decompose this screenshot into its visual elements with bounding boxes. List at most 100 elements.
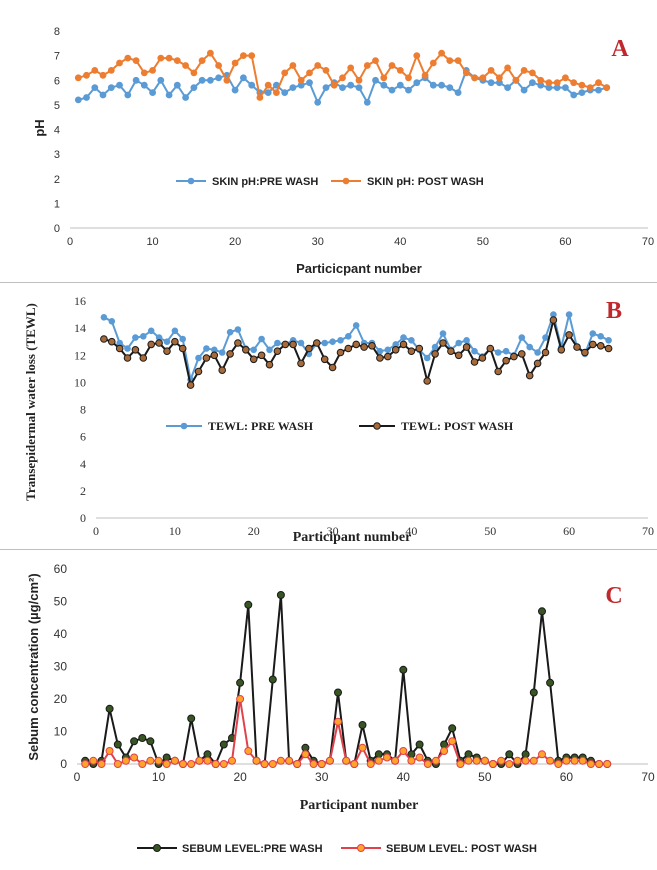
tewl-series-pre-point bbox=[258, 335, 265, 343]
tewl-chart-axes: 0 10 20 30 40 50 60 70 0 2 4 6 8 10 12 14 16 bbox=[74, 294, 654, 538]
sebum-y-tick-label: 50 bbox=[54, 595, 68, 609]
ph-series-post-point bbox=[339, 74, 346, 82]
sebum-series-post-point bbox=[195, 756, 204, 765]
sebum-y-tick-label: 10 bbox=[54, 725, 68, 739]
ph-series-post-point bbox=[99, 71, 107, 79]
ph-series-post-point bbox=[471, 74, 478, 82]
tewl-series-pre-point bbox=[439, 330, 447, 337]
tewl-series-pre-point bbox=[337, 337, 344, 344]
ph-series-post-point bbox=[289, 62, 297, 69]
tewl-series-post-point bbox=[573, 343, 581, 351]
ph-series-post-point bbox=[314, 62, 322, 69]
tewl-series-post-point bbox=[470, 358, 479, 366]
tewl-series-post-point bbox=[581, 348, 589, 357]
ph-series-pre-point bbox=[83, 94, 90, 101]
ph-series-post-point bbox=[355, 76, 363, 84]
tewl-series-post-point bbox=[596, 342, 605, 350]
tewl-series-post-point bbox=[289, 340, 297, 349]
ph-series-post-point bbox=[380, 74, 388, 82]
tewl-series-post-point bbox=[407, 347, 416, 355]
ph-series-post-point bbox=[586, 84, 594, 91]
tewl-series-pre-point bbox=[542, 334, 549, 341]
ph-series-pre-point bbox=[504, 84, 511, 91]
sebum-series-pre-point bbox=[276, 591, 285, 599]
ph-series-post-point bbox=[182, 62, 190, 69]
sebum-series-post-point bbox=[317, 760, 326, 768]
ph-series-post-point bbox=[74, 74, 82, 82]
panel-divider bbox=[0, 282, 657, 283]
sebum-legend-pre-label: SEBUM LEVEL:PRE WASH bbox=[182, 843, 323, 855]
panel-c: 0 10 20 30 40 50 60 70 0 10 20 30 40 50 60 C Sebum con… bbox=[0, 551, 657, 865]
tewl-series-post-point bbox=[115, 344, 124, 353]
tewl-series-pre-point bbox=[132, 334, 139, 341]
sebum-series-post-point bbox=[407, 756, 416, 765]
ph-series-pre-point bbox=[438, 81, 445, 89]
tewl-series-pre-point bbox=[605, 337, 612, 344]
sebum-series-post-point bbox=[603, 760, 612, 768]
ph-series-post-point bbox=[363, 62, 371, 69]
tewl-series-post-point bbox=[423, 377, 432, 385]
ph-series-pre-point bbox=[578, 89, 586, 96]
ph-series-post-point bbox=[198, 57, 206, 64]
sebum-series-pre-line bbox=[84, 594, 608, 765]
ph-series-pre-point bbox=[537, 81, 545, 89]
ph-series-post-point bbox=[322, 67, 330, 74]
ph-y-tick-label: 7 bbox=[54, 51, 60, 63]
ph-series-pre-point bbox=[99, 91, 107, 99]
sebum-x-axis-title: Participant number bbox=[300, 798, 419, 813]
tewl-series-post-point bbox=[352, 340, 361, 349]
ph-series-pre-point bbox=[215, 74, 223, 82]
panel-divider bbox=[0, 549, 657, 550]
sebum-series-post-point bbox=[219, 760, 228, 768]
sebum-series-post-point bbox=[268, 760, 277, 768]
tewl-series-pre-point bbox=[471, 347, 478, 355]
ph-series-post-point bbox=[248, 52, 256, 59]
tewl-series-post-point bbox=[131, 346, 140, 354]
tewl-series-pre-point bbox=[266, 346, 273, 354]
sebum-series-pre-point bbox=[464, 750, 473, 759]
tewl-x-tick-label: 70 bbox=[642, 524, 654, 538]
ph-series-pre-point bbox=[562, 84, 569, 91]
tewl-series-pre-point bbox=[400, 334, 407, 341]
tewl-series-pre-point bbox=[203, 345, 210, 352]
sebum-series-pre-point bbox=[538, 607, 546, 616]
tewl-series-pre-point bbox=[171, 327, 179, 335]
sebum-series-post-point bbox=[154, 756, 163, 765]
tewl-series-post-point bbox=[234, 339, 242, 347]
sebum-series-pre-point bbox=[358, 721, 367, 729]
ph-series-pre-point bbox=[149, 89, 157, 96]
sebum-series-pre-point bbox=[448, 724, 457, 733]
ph-series-pre-point bbox=[380, 81, 388, 89]
ph-series-pre-point bbox=[454, 89, 462, 96]
ph-y-tick-label: 3 bbox=[54, 149, 60, 161]
sebum-series-pre-point bbox=[521, 750, 530, 759]
ph-series-post-point bbox=[149, 67, 157, 74]
sebum-series-post-point bbox=[162, 760, 171, 768]
sebum-chart-axes: 0 10 20 30 40 50 60 70 0 10 20 30 40 50 60 bbox=[54, 562, 655, 784]
ph-series-pre-point bbox=[190, 84, 198, 91]
sebum-series-post-point bbox=[187, 760, 196, 768]
sebum-series-pre-point bbox=[219, 740, 228, 749]
ph-series-post-point bbox=[570, 79, 578, 87]
sebum-series-post-point bbox=[578, 756, 587, 765]
sebum-series-pre-point bbox=[301, 743, 310, 752]
ph-series-pre-point bbox=[595, 86, 602, 94]
sebum-series-post-point bbox=[81, 760, 90, 768]
tewl-series-post-point bbox=[336, 348, 345, 357]
ph-series-post-point bbox=[231, 59, 239, 67]
ph-series-post-point bbox=[388, 62, 396, 69]
ph-series-post-point bbox=[487, 67, 495, 74]
sebum-x-tick-label: 70 bbox=[641, 770, 655, 784]
ph-series-pre-point bbox=[116, 81, 123, 89]
panel-a: 0 10 20 30 40 50 60 70 0 1 2 3 4 5 6 7 8 A pH Particicpa… bbox=[0, 0, 657, 281]
ph-series-pre-point bbox=[140, 81, 148, 89]
sebum-legend-post-label: SEBUM LEVEL: POST WASH bbox=[386, 843, 537, 855]
ph-series-pre-point bbox=[388, 86, 396, 94]
sebum-x-tick-label: 0 bbox=[74, 770, 81, 784]
sebum-series-post-point bbox=[236, 695, 245, 703]
tewl-series-pre-point bbox=[352, 322, 360, 329]
tewl-series-pre-point bbox=[550, 311, 557, 318]
ph-series-post-point bbox=[190, 69, 198, 77]
ph-series-post-point bbox=[165, 54, 173, 62]
tewl-y-tick-label: 14 bbox=[74, 321, 86, 335]
